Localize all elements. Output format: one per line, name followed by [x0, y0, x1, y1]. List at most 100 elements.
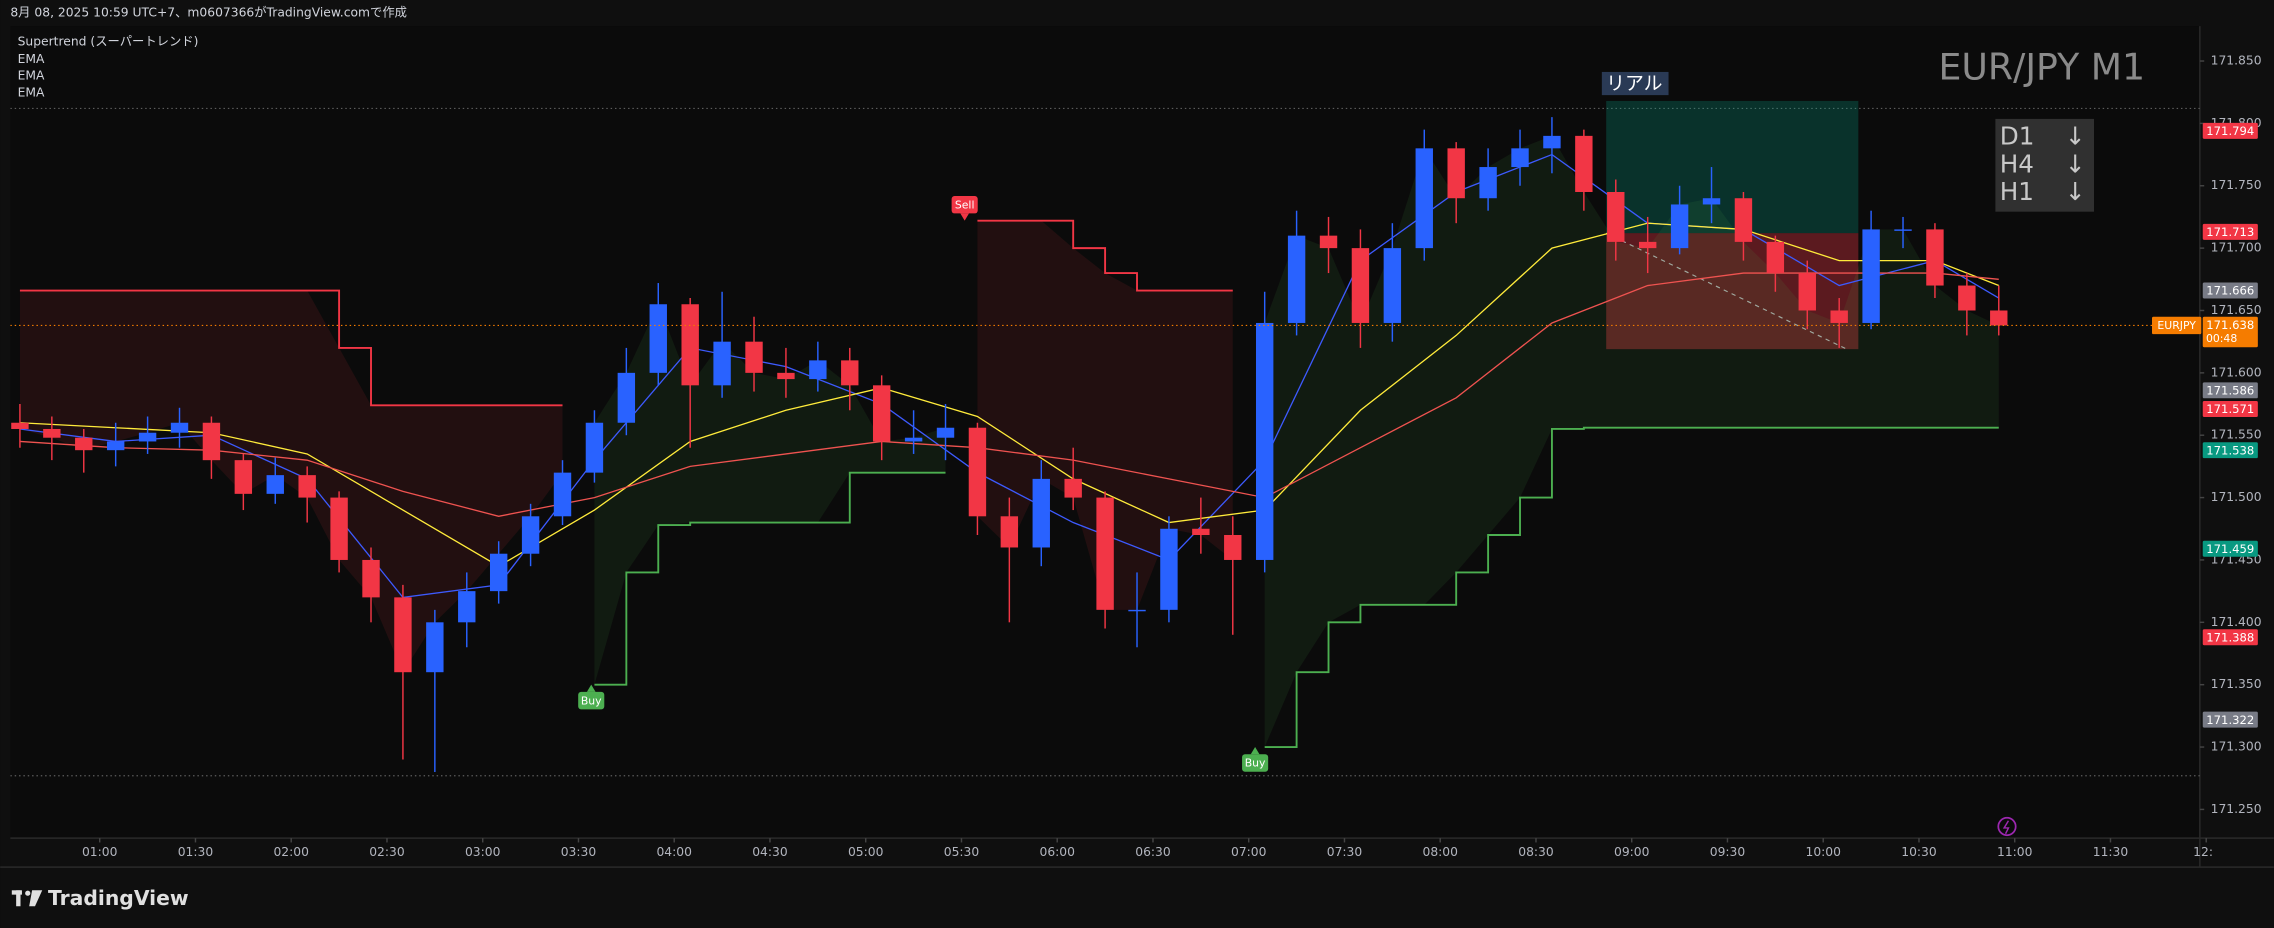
x-tick-label: 09:30: [1710, 845, 1746, 859]
candle-body: [1447, 148, 1465, 199]
x-tick-label: 10:00: [1805, 845, 1841, 859]
price-tag-label: 171.571: [2206, 402, 2254, 416]
tv-logo: TradingView: [11, 886, 189, 910]
candle-body: [1064, 478, 1082, 498]
price-tag: [2202, 122, 2258, 139]
x-tick-label: 12:: [2193, 845, 2213, 859]
alert-bolt: [2002, 820, 2010, 835]
supertrend-lower: [594, 471, 946, 686]
x-tick-label: 04:30: [752, 845, 788, 859]
candle-body: [1766, 241, 1785, 274]
position-path: [1605, 232, 1847, 350]
candle-body: [872, 385, 891, 442]
supertrend-upper: [977, 219, 1233, 292]
price-tag: [2202, 540, 2258, 557]
price-tag: [2202, 711, 2258, 728]
x-tick-label: 11:00: [1997, 845, 2033, 859]
candle-body: [1287, 235, 1306, 323]
signal-pointer: [960, 213, 970, 221]
candle-body: [426, 622, 444, 673]
candle-body: [106, 441, 125, 451]
candle-body: [489, 553, 508, 592]
y-tick-label: 171.550: [2211, 428, 2262, 442]
supertrend-upper: [19, 289, 563, 407]
candle-body: [1958, 285, 1976, 311]
candle-body: [617, 372, 636, 423]
price-tag: [2202, 382, 2258, 399]
countdown-label: 00:48: [2206, 332, 2237, 345]
ema-line: [19, 272, 1999, 517]
mtf-arrow: ↓: [2065, 122, 2086, 151]
price-tag: [2202, 629, 2258, 646]
candle-body: [1670, 204, 1689, 249]
candle-body: [777, 372, 795, 380]
candle-body: [1255, 322, 1274, 560]
logo-part: [29, 890, 43, 907]
position-label-bg: [1601, 71, 1669, 96]
price-tag: [2202, 223, 2258, 240]
candle-body: [362, 559, 380, 598]
candle-body: [713, 341, 731, 386]
signal-badge: [578, 691, 605, 710]
candle-body: [1192, 528, 1210, 536]
alert-icon[interactable]: [1997, 816, 2017, 837]
candle-body: [138, 432, 157, 442]
signal-label: Buy: [1245, 757, 1266, 770]
candle-body: [904, 437, 923, 442]
position-label: リアル: [1606, 74, 1662, 95]
symbol-tag: [2152, 316, 2202, 335]
candle-body: [1511, 148, 1529, 168]
price-tag-label: 171.538: [2206, 443, 2254, 457]
candle-body: [234, 460, 253, 494]
y-tick-label: 171.850: [2211, 54, 2262, 68]
overlay-layer: リアル Sell Buy Buy Supertrend (スーパートレンド) EMA EMA…: [18, 35, 2094, 772]
header: 8月 08, 2025 10:59 UTC+7、m0607366がTrading…: [10, 5, 407, 20]
legend-entry: EMA: [18, 52, 45, 66]
candle-body: [1319, 235, 1338, 249]
x-tick-label: 03:30: [561, 845, 597, 859]
ema-line: [19, 222, 2000, 567]
y-tick-label: 171.350: [2211, 677, 2262, 691]
mtf-table: [1995, 118, 2094, 212]
price-tag-label: 171.586: [2206, 384, 2254, 398]
y-tick-label: 171.300: [2211, 740, 2262, 754]
candle-body: [1383, 248, 1402, 323]
position-profit: [1606, 100, 1859, 234]
y-tick-label: 171.500: [2211, 490, 2262, 504]
x-tick-label: 07:00: [1231, 845, 1267, 859]
supertrend-fill: [19, 290, 563, 673]
x-tick-label: 07:30: [1327, 845, 1363, 859]
x-tick-label: 10:30: [1901, 845, 1937, 859]
candle-body: [1128, 609, 1146, 612]
signal-badge: [1242, 754, 1269, 772]
candle-body: [1224, 535, 1242, 560]
candle-body: [968, 427, 987, 517]
candle-body: [1926, 229, 1944, 286]
price-tag: [2202, 282, 2258, 299]
signal-badge: [951, 196, 978, 214]
symbol-label: EURJPY: [2157, 319, 2196, 332]
mtf-arrow: ↓: [2065, 149, 2086, 178]
candle-body: [1479, 167, 1497, 199]
candle-body: [458, 591, 476, 623]
signal-label: Buy: [581, 694, 602, 707]
candle-body: [394, 597, 412, 673]
supertrend-lower: [1264, 426, 1999, 748]
candle-body: [1638, 241, 1657, 249]
last-price-label: 171.638: [2206, 318, 2254, 332]
signal-label: Sell: [955, 198, 975, 211]
candle-body: [266, 475, 284, 494]
legend-entry: EMA: [18, 69, 45, 83]
candle-body: [1096, 497, 1114, 610]
candle-body: [298, 475, 316, 498]
x-tick-label: 06:30: [1135, 845, 1171, 859]
price-tag: [2202, 401, 2258, 417]
supertrend-fill: [594, 304, 946, 685]
candle-body: [553, 472, 572, 517]
candle-body: [681, 304, 699, 386]
candle-body: [1734, 198, 1753, 242]
candle-body: [1702, 198, 1721, 205]
